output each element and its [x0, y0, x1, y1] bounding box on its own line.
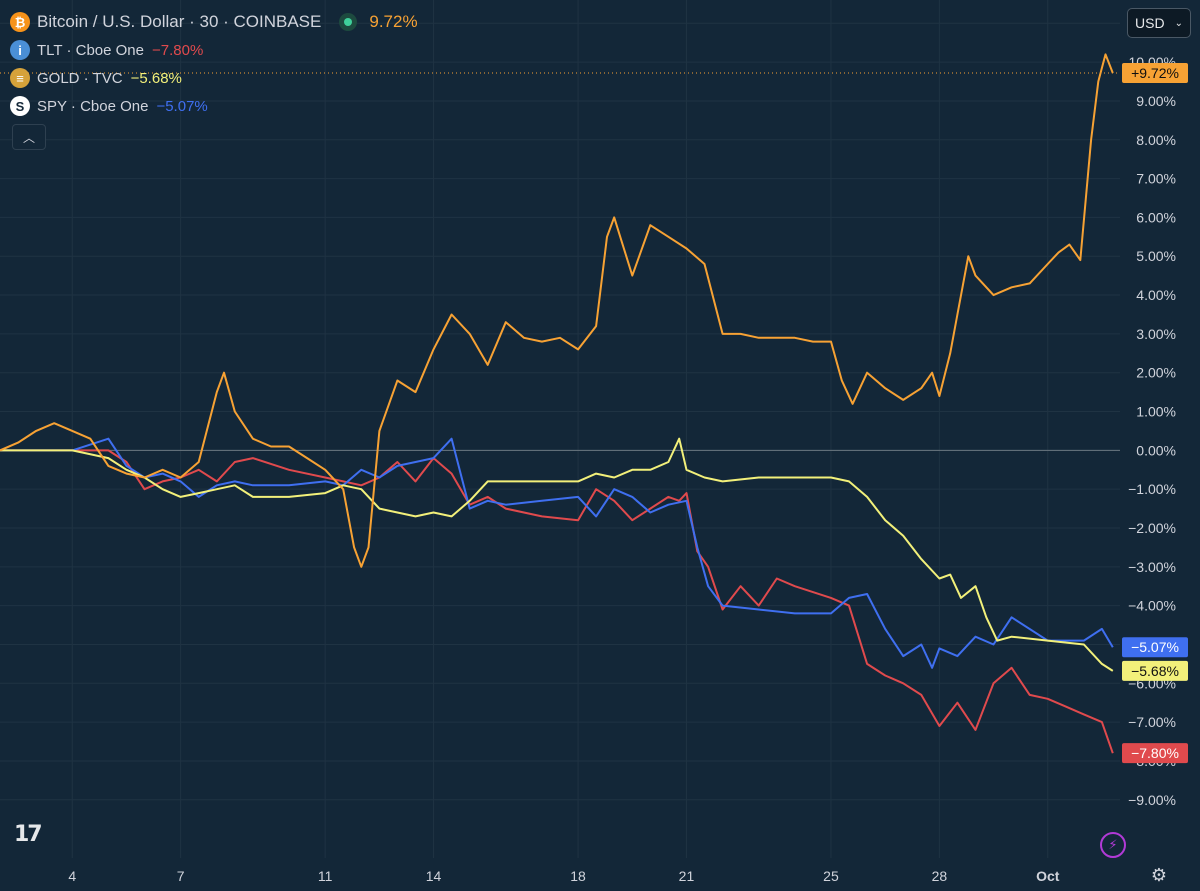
y-tick-label: −3.00% [1128, 559, 1176, 575]
legend-row-gold[interactable]: ≡ GOLD · TVC −5.68% [10, 64, 418, 92]
y-tick-label: 7.00% [1136, 171, 1176, 187]
tradingview-logo-icon[interactable]: 17 [14, 822, 43, 847]
lightning-icon[interactable]: ⚡ [1100, 832, 1126, 858]
y-tick-label: 9.00% [1136, 93, 1176, 109]
x-tick-label: Oct [1036, 868, 1060, 884]
chevron-down-icon: ⌄ [1174, 17, 1183, 29]
last-value-labels: +9.72% −7.80% −5.68% −5.07% [1122, 62, 1188, 764]
y-tick-label: 1.00% [1136, 404, 1176, 420]
legend-row-spy[interactable]: S SPY · Cboe One −5.07% [10, 92, 418, 120]
last-value-badge [1122, 637, 1188, 658]
legend-title: Bitcoin / U.S. Dollar · 30 · COINBASE [37, 12, 322, 31]
market-status-icon [339, 13, 358, 31]
series-line-2 [0, 437, 1114, 672]
gold-bars-icon: ≡ [10, 68, 30, 88]
y-axis[interactable]: 11.00%10.00%9.00%8.00%7.00%6.00%5.00%4.0… [1128, 15, 1176, 807]
chevron-up-icon: ︿ [22, 130, 35, 145]
x-tick-label: 4 [68, 868, 76, 884]
last-value-badge [1122, 743, 1188, 764]
y-tick-label: −2.00% [1128, 520, 1176, 536]
x-tick-label: 28 [932, 868, 948, 884]
y-tick-label: 4.00% [1136, 287, 1176, 303]
currency-select[interactable]: USD ⌄ [1127, 8, 1191, 38]
y-tick-label: 6.00% [1136, 209, 1176, 225]
y-tick-label: −9.00% [1128, 792, 1176, 808]
gridlines [0, 0, 1120, 858]
legend-change: 9.72% [369, 12, 418, 31]
spy-s-icon: S [10, 96, 30, 116]
last-value-label: −5.68% [1131, 663, 1179, 679]
legend-label: GOLD · TVC [37, 69, 123, 87]
series-line-3 [0, 437, 1114, 669]
last-value-badge [1122, 62, 1188, 83]
series-line-1 [0, 449, 1114, 754]
last-value-badge [1122, 660, 1188, 681]
series-line-0 [0, 53, 1114, 568]
y-tick-label: 3.00% [1136, 326, 1176, 342]
legend-change: −5.68% [130, 69, 182, 87]
x-tick-label: 21 [679, 868, 695, 884]
legend-label: SPY · Cboe One [37, 97, 149, 115]
last-value-label: +9.72% [1131, 65, 1179, 81]
x-tick-label: 11 [318, 868, 333, 884]
collapse-legend-button[interactable]: ︿ [12, 124, 46, 150]
series-lines [0, 53, 1114, 754]
bitcoin-icon: ₿ [10, 12, 30, 32]
y-tick-label: −7.00% [1128, 714, 1176, 730]
x-tick-label: 25 [823, 868, 839, 884]
legend-change: −5.07% [156, 97, 208, 115]
y-tick-label: −1.00% [1128, 481, 1176, 497]
last-value-label: −7.80% [1131, 745, 1179, 761]
x-tick-label: 14 [426, 868, 442, 884]
legend-label: TLT · Cboe One [37, 41, 144, 59]
chart-legend: ₿ Bitcoin / U.S. Dollar · 30 · COINBASE … [10, 8, 418, 120]
legend-row-btc[interactable]: ₿ Bitcoin / U.S. Dollar · 30 · COINBASE … [10, 8, 418, 36]
currency-value: USD [1135, 15, 1165, 31]
y-tick-label: −4.00% [1128, 598, 1176, 614]
y-tick-label: 2.00% [1136, 365, 1176, 381]
last-value-label: −5.07% [1131, 639, 1179, 655]
tlt-info-icon: i [10, 40, 30, 60]
x-axis[interactable]: 4 7 11 14 18 21 25 28 Oct [68, 868, 1059, 884]
y-tick-label: 5.00% [1136, 248, 1176, 264]
y-tick-label: 0.00% [1136, 442, 1176, 458]
legend-row-tlt[interactable]: i TLT · Cboe One −7.80% [10, 36, 418, 64]
legend-change: −7.80% [152, 41, 204, 59]
x-tick-label: 18 [570, 868, 586, 884]
gear-icon[interactable]: ⚙ [1150, 864, 1168, 885]
x-tick-label: 7 [177, 868, 185, 884]
y-tick-label: 8.00% [1136, 132, 1176, 148]
